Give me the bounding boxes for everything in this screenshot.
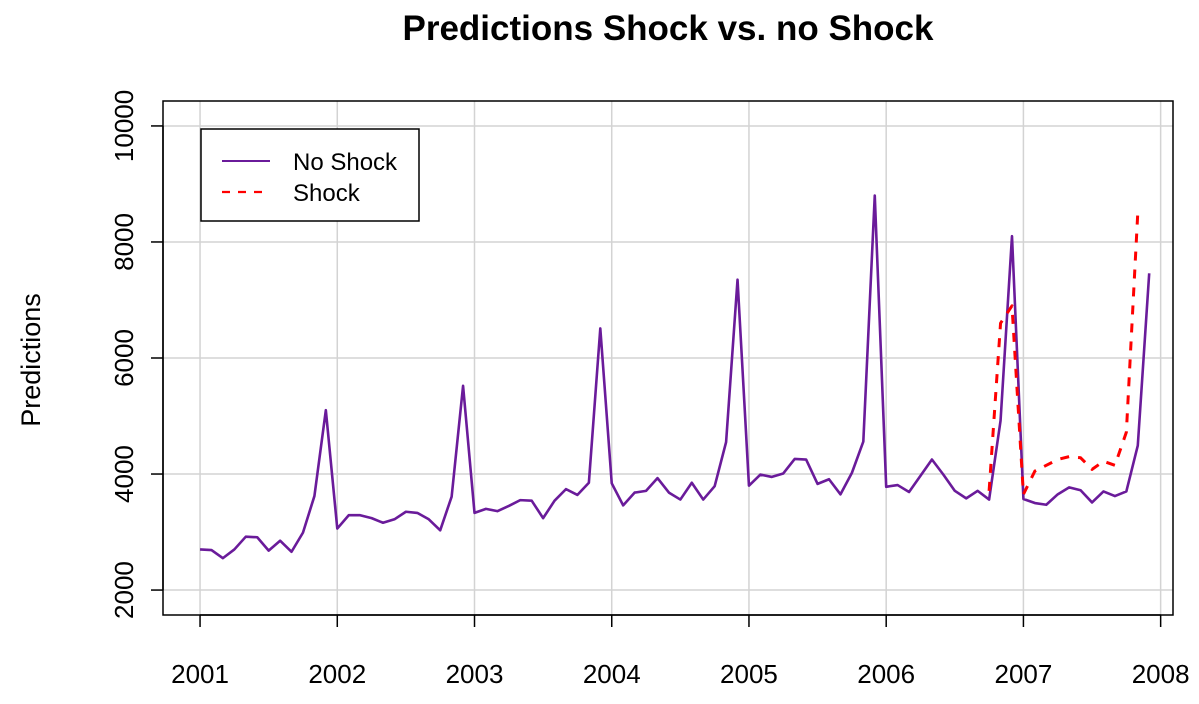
x-tick-label: 2007 bbox=[994, 659, 1052, 689]
x-tick-label: 2005 bbox=[720, 659, 778, 689]
y-tick-label: 10000 bbox=[109, 90, 139, 162]
y-tick-label: 6000 bbox=[109, 329, 139, 387]
x-tick-label: 2008 bbox=[1132, 659, 1190, 689]
x-tick-label: 2003 bbox=[446, 659, 504, 689]
x-tick-label: 2004 bbox=[583, 659, 641, 689]
y-tick-label: 2000 bbox=[109, 561, 139, 619]
series-lines bbox=[199, 194, 1151, 560]
x-tick-label: 2001 bbox=[171, 659, 229, 689]
axes: 2001 2002 2003 2004 2005 2006 2007 2008 2000 4000… bbox=[109, 90, 1190, 689]
y-tick-label: 4000 bbox=[109, 445, 139, 503]
grid-lines bbox=[163, 101, 1173, 615]
chart-title: Predictions Shock vs. no Shock bbox=[403, 9, 935, 48]
y-tick-label: 8000 bbox=[109, 213, 139, 271]
legend: No Shock Shock bbox=[200, 128, 420, 222]
series-line-shock bbox=[987, 212, 1140, 496]
legend-box bbox=[200, 128, 420, 222]
series-line-no-shock bbox=[199, 194, 1151, 560]
x-tick-label: 2006 bbox=[857, 659, 915, 689]
x-tick-label: 2002 bbox=[308, 659, 366, 689]
legend-label-no-shock: No Shock bbox=[293, 149, 398, 176]
y-axis-label: Predictions bbox=[16, 293, 46, 427]
legend-label-shock: Shock bbox=[293, 180, 361, 207]
